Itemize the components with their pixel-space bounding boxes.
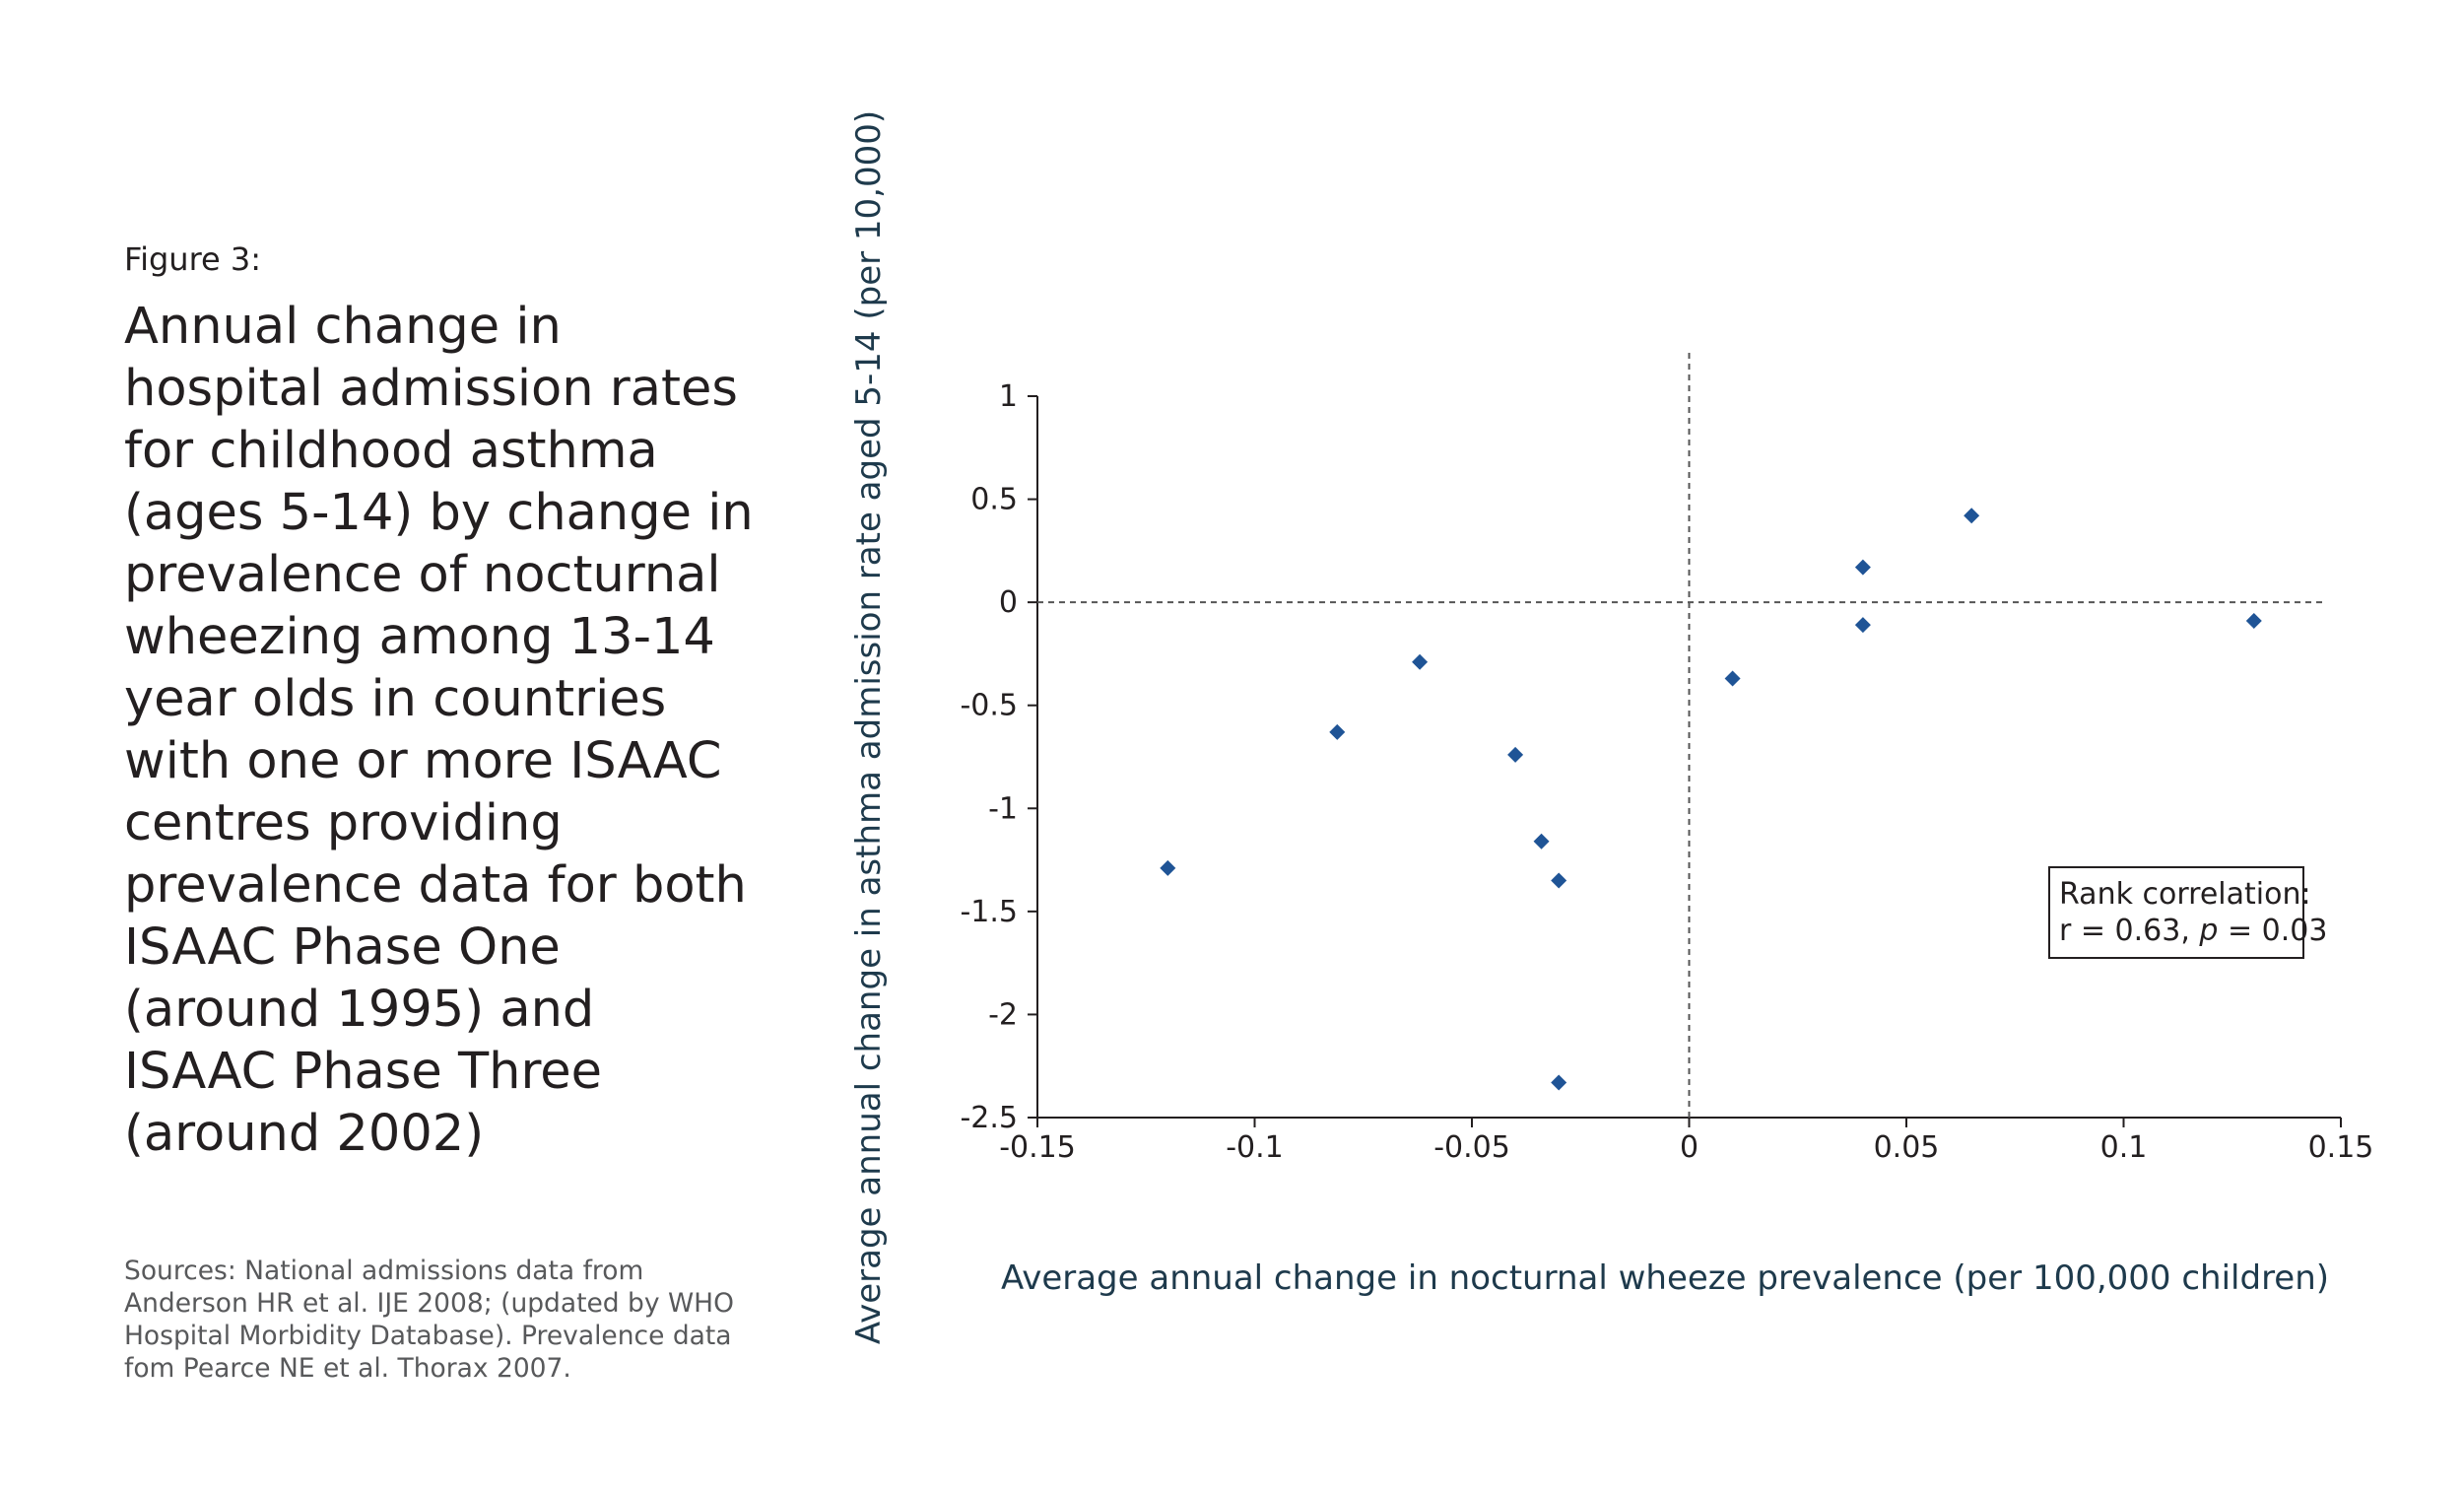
y-tick-label: -0.5 — [960, 689, 1018, 723]
x-tick-label: -0.15 — [999, 1130, 1076, 1165]
annotation-frame — [2048, 866, 2304, 959]
figure-label: Figure 3: — [124, 240, 262, 278]
data-point — [2245, 612, 2262, 629]
y-tick-label: -2.5 — [960, 1101, 1018, 1135]
data-point — [1854, 559, 1871, 576]
x-tick-label: 0.05 — [1874, 1130, 1940, 1165]
tick-labels: 1 0.5 0 -0.5 -1 -1.5 -2 -2.5-0.15 -0.1 -0.05 0 0.05… — [960, 379, 2373, 1165]
data-point — [1964, 508, 1980, 524]
rank-correlation-box: Rank correlation: r = 0.63, p = 0.03 — [2048, 866, 2327, 959]
data-point — [1551, 1074, 1567, 1091]
y-tick-label: -1 — [988, 791, 1018, 826]
data-point — [1507, 746, 1524, 763]
data-point — [1854, 617, 1871, 634]
annotation-p-symbol: p — [2198, 914, 2218, 948]
x-tick-label: 0.1 — [2100, 1130, 2148, 1165]
figure-title: Annual change in hospital admission rate… — [124, 298, 754, 1163]
annotation-line-1: Rank correlation: — [2059, 877, 2311, 912]
y-tick-label: 0 — [999, 585, 1018, 620]
y-tick-label: -1.5 — [960, 895, 1018, 929]
x-tick-label: -0.05 — [1433, 1130, 1510, 1165]
y-tick-label: 1 — [999, 379, 1018, 414]
data-point — [1551, 872, 1567, 889]
chart-axes — [1028, 395, 2342, 1127]
y-tick-label: 0.5 — [970, 483, 1018, 517]
annotation-r-value: r = 0.63, — [2059, 914, 2199, 948]
x-tick-label: 0 — [1680, 1130, 1698, 1165]
sources-note: Sources: National admissions data from A… — [124, 1256, 734, 1384]
data-point — [1724, 670, 1741, 687]
x-axis-title: Average annual change in nocturnal wheez… — [1001, 1258, 2329, 1298]
y-axis-title: Average annual change in asthma admissio… — [849, 110, 889, 1344]
x-tick-label: 0.15 — [2308, 1130, 2374, 1165]
annotation-p-value: = 0.03 — [2218, 914, 2327, 948]
data-points — [1160, 508, 2262, 1091]
data-point — [1412, 653, 1429, 670]
reference-lines — [1037, 353, 2323, 1118]
y-tick-label: -2 — [988, 997, 1018, 1032]
x-tick-label: -0.1 — [1226, 1130, 1284, 1165]
annotation-line-2: r = 0.63, p = 0.03 — [2059, 914, 2327, 948]
data-point — [1160, 859, 1176, 876]
data-point — [1533, 833, 1550, 849]
data-point — [1329, 723, 1346, 740]
